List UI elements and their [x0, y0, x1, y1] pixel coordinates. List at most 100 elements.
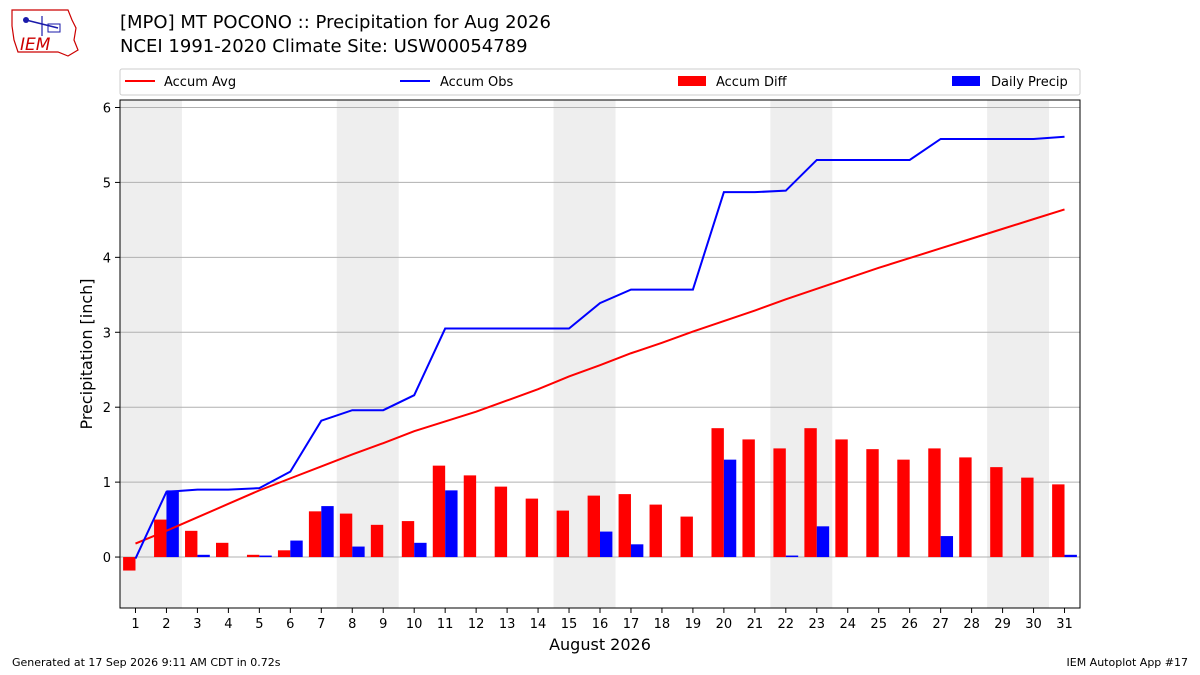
legend-frame	[119, 68, 1081, 96]
x-tick-label: 22	[778, 617, 795, 632]
y-tick-label: 2	[103, 401, 111, 416]
x-tick-label: 14	[530, 617, 547, 632]
daily-bar	[352, 546, 365, 558]
legend: Accum Avg Accum Obs Accum Diff Daily Precip	[119, 68, 1081, 96]
x-tick-label: 28	[963, 617, 980, 632]
iem-logo: IEM	[11, 9, 79, 57]
x-tick-label: 18	[654, 617, 671, 632]
daily-bar	[1064, 554, 1077, 558]
diff-bar	[742, 439, 755, 558]
diff-bar	[401, 521, 415, 558]
diff-bar	[246, 554, 260, 558]
logo-text: IEM	[20, 35, 51, 55]
x-tick-label: 21	[747, 617, 764, 632]
x-tick-label: 30	[1025, 617, 1042, 632]
diff-bar	[432, 465, 446, 558]
diff-bar	[216, 542, 229, 558]
diff-bar	[928, 448, 941, 558]
daily-bar	[600, 531, 613, 558]
daily-bar	[723, 459, 737, 558]
daily-bar	[259, 555, 272, 558]
daily-bar	[197, 554, 210, 558]
diff-bar	[649, 504, 662, 558]
diff-bar	[959, 457, 972, 558]
x-tick-label: 4	[224, 617, 232, 632]
diff-bar	[897, 459, 910, 558]
diff-bar	[277, 550, 291, 558]
x-tick-label: 24	[839, 617, 856, 632]
daily-bar	[290, 540, 303, 558]
diff-bar	[370, 524, 384, 558]
daily-bar	[630, 544, 644, 558]
x-tick-label: 15	[561, 617, 578, 632]
x-axis-label: August 2026	[549, 635, 651, 654]
accum-obs-line	[134, 135, 1065, 559]
x-tick-label: 13	[499, 617, 516, 632]
diff-bar	[525, 498, 539, 558]
x-tick-label: 1	[131, 617, 139, 632]
chart-subtitle: NCEI 1991-2020 Climate Site: USW00054789	[120, 36, 528, 57]
x-tick-label: 17	[623, 617, 640, 632]
x-tick-label: 23	[809, 617, 826, 632]
x-tick-label: 11	[437, 617, 454, 632]
chart-title: [MPO] MT POCONO :: Precipitation for Aug…	[120, 12, 551, 33]
diff-bar	[185, 530, 198, 558]
diff-bar	[773, 448, 786, 558]
daily-bar	[321, 506, 334, 558]
legend-label: Accum Obs	[440, 75, 513, 90]
x-tick-label: 6	[286, 617, 294, 632]
x-tick-label: 10	[406, 617, 423, 632]
y-tick-label: 3	[103, 326, 111, 341]
x-tick-label: 3	[193, 617, 201, 632]
legend-swatch	[678, 76, 706, 86]
accum-avg-line	[135, 208, 1065, 545]
diff-bar	[990, 467, 1003, 558]
legend-label: Accum Avg	[164, 75, 236, 90]
legend-label: Accum Diff	[716, 75, 788, 90]
y-tick-label: 4	[103, 251, 111, 266]
y-tick-label: 5	[103, 176, 111, 191]
legend-label: Daily Precip	[991, 75, 1068, 90]
diff-bar	[1021, 477, 1034, 558]
daily-bar	[785, 555, 799, 558]
daily-bar	[166, 490, 179, 558]
footer-app: IEM Autoplot App #17	[1066, 656, 1189, 669]
x-tick-label: 19	[685, 617, 702, 632]
daily-bar	[816, 526, 830, 558]
x-tick-label: 31	[1056, 617, 1073, 632]
diff-bar	[866, 449, 879, 558]
x-tick-label: 25	[870, 617, 887, 632]
x-tick-label: 20	[716, 617, 733, 632]
daily-bar	[940, 536, 954, 558]
diff-bar	[618, 494, 631, 558]
diff-bar	[308, 511, 322, 558]
x-tick-label: 7	[317, 617, 325, 632]
diff-bar	[804, 428, 817, 558]
diff-bar	[154, 519, 167, 558]
diff-bar	[339, 513, 353, 558]
daily-bar	[445, 490, 458, 558]
y-axis-label: Precipitation [inch]	[77, 278, 96, 429]
y-tick-label: 1	[103, 476, 111, 491]
diff-bar	[463, 475, 477, 558]
x-tick-label: 5	[255, 617, 263, 632]
diff-bar	[556, 510, 570, 558]
diff-bar	[680, 516, 693, 558]
footer-generated: Generated at 17 Sep 2026 9:11 AM CDT in …	[12, 656, 281, 669]
x-tick-label: 16	[592, 617, 609, 632]
diff-bar	[587, 495, 600, 558]
daily-bar	[414, 542, 427, 558]
x-tick-label: 27	[932, 617, 949, 632]
x-tick-label: 26	[901, 617, 918, 632]
diff-bar	[711, 428, 724, 558]
x-tick-label: 2	[162, 617, 170, 632]
diff-bar	[494, 486, 508, 558]
x-tick-label: 12	[468, 617, 485, 632]
y-tick-label: 0	[103, 551, 111, 566]
diff-bar	[835, 439, 848, 558]
x-tick-label: 9	[379, 617, 387, 632]
legend-swatch	[952, 76, 980, 86]
y-tick-label: 6	[103, 101, 111, 116]
diff-bar	[123, 557, 136, 571]
